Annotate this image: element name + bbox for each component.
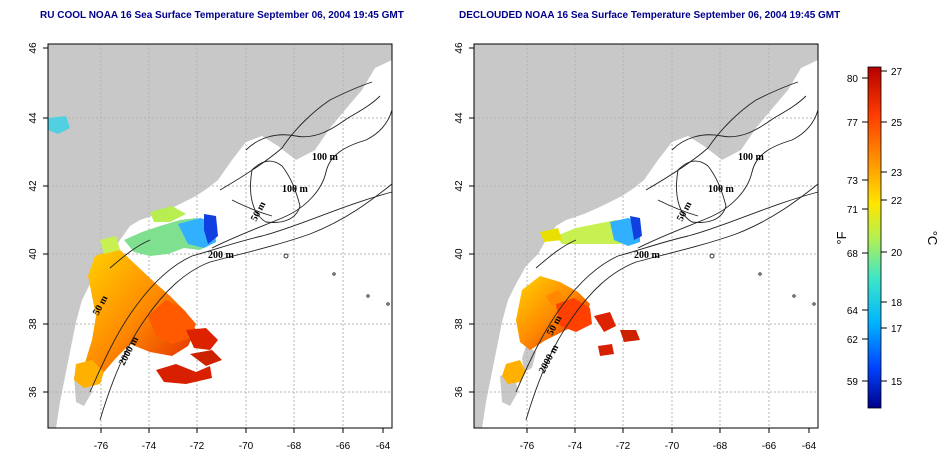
- x-tick-label: -66: [762, 441, 777, 452]
- land-mass: [48, 44, 392, 428]
- y-tick-label: 46: [28, 42, 39, 54]
- x-axis-labels-right: -76 -74 -72 -70 -68 -66 -64: [520, 441, 817, 452]
- fahrenheit-tick: 62: [847, 335, 859, 346]
- x-tick-label: -64: [802, 441, 817, 452]
- x-tick-label: -68: [287, 441, 302, 452]
- y-tick-label: 36: [28, 386, 39, 398]
- contour-label-100m: 100 m: [708, 184, 735, 195]
- right-map-panel: 100 m 100 m 50 m 200 m 50 m 2000 m -76 -…: [454, 42, 819, 452]
- colorbar-gradient: [867, 66, 882, 409]
- y-tick-label: 36: [454, 386, 465, 398]
- x-tick-label: -64: [376, 441, 391, 452]
- celsius-ticks: 27 25 23 22 20 18 17 15: [891, 67, 903, 388]
- celsius-unit-label: °C: [925, 231, 940, 246]
- land-mass: [474, 44, 818, 428]
- y-tick-label: 44: [454, 112, 465, 124]
- x-tick-label: -76: [94, 441, 109, 452]
- right-map-title: DECLOUDED NOAA 16 Sea Surface Temperatur…: [459, 10, 841, 21]
- fahrenheit-tick: 71: [847, 205, 859, 216]
- y-tick-label: 44: [28, 112, 39, 124]
- map-frame: [47, 43, 393, 429]
- x-tick-label: -74: [568, 441, 583, 452]
- x-axis-labels-left: -76 -74 -72 -70 -68 -66 -64: [94, 441, 391, 452]
- temperature-colorbar: 80 77 73 71 68 64 62 59 27 25 23 22 20 1…: [834, 66, 940, 409]
- contour-label-100m: 100 m: [282, 184, 309, 195]
- celsius-tick: 20: [891, 248, 903, 259]
- celsius-tick: 18: [891, 298, 903, 309]
- bathymetry-contours-left: [89, 81, 393, 421]
- x-tick-label: -70: [665, 441, 680, 452]
- left-map-panel: 100 m 100 m 50 m 200 m 50 m 2000 m -76 -…: [28, 42, 393, 452]
- map-frame: [473, 43, 819, 429]
- y-tick-label: 40: [454, 248, 465, 260]
- x-tick-label: -76: [520, 441, 535, 452]
- x-tick-label: -70: [239, 441, 254, 452]
- celsius-tick: 23: [891, 168, 903, 179]
- fahrenheit-tick: 68: [847, 249, 859, 260]
- celsius-tick: 17: [891, 324, 903, 335]
- x-tick-label: -66: [336, 441, 351, 452]
- fahrenheit-tick: 64: [847, 306, 859, 317]
- fahrenheit-tick: 73: [847, 176, 859, 187]
- contour-label-100m: 100 m: [738, 152, 765, 163]
- y-tick-label: 42: [454, 180, 465, 192]
- fahrenheit-unit-label: °F: [834, 231, 849, 244]
- sst-data-right: [502, 216, 642, 384]
- fahrenheit-tick: 80: [847, 74, 859, 85]
- x-tick-label: -74: [142, 441, 157, 452]
- contour-label-200m: 200 m: [634, 250, 661, 261]
- y-axis-labels-right: 36 38 40 42 44 46: [454, 42, 465, 398]
- contour-label-200m: 200 m: [208, 250, 235, 261]
- y-tick-label: 40: [28, 248, 39, 260]
- y-tick-label: 38: [454, 318, 465, 330]
- celsius-tick: 27: [891, 67, 903, 78]
- y-axis-labels-left: 36 38 40 42 44 46: [28, 42, 39, 398]
- fahrenheit-tick: 59: [847, 377, 859, 388]
- fahrenheit-ticks: 80 77 73 71 68 64 62 59: [847, 74, 859, 388]
- x-tick-label: -72: [190, 441, 205, 452]
- left-map-title: RU COOL NOAA 16 Sea Surface Temperature …: [40, 10, 404, 21]
- x-tick-label: -72: [616, 441, 631, 452]
- bathymetry-contours-right: [515, 81, 819, 421]
- y-tick-label: 38: [28, 318, 39, 330]
- celsius-tick: 25: [891, 118, 903, 129]
- y-tick-label: 42: [28, 180, 39, 192]
- contour-label-100m: 100 m: [312, 152, 339, 163]
- y-tick-label: 46: [454, 42, 465, 54]
- celsius-tick: 22: [891, 196, 903, 207]
- x-tick-label: -68: [713, 441, 728, 452]
- fahrenheit-tick: 77: [847, 118, 859, 129]
- celsius-tick: 15: [891, 377, 903, 388]
